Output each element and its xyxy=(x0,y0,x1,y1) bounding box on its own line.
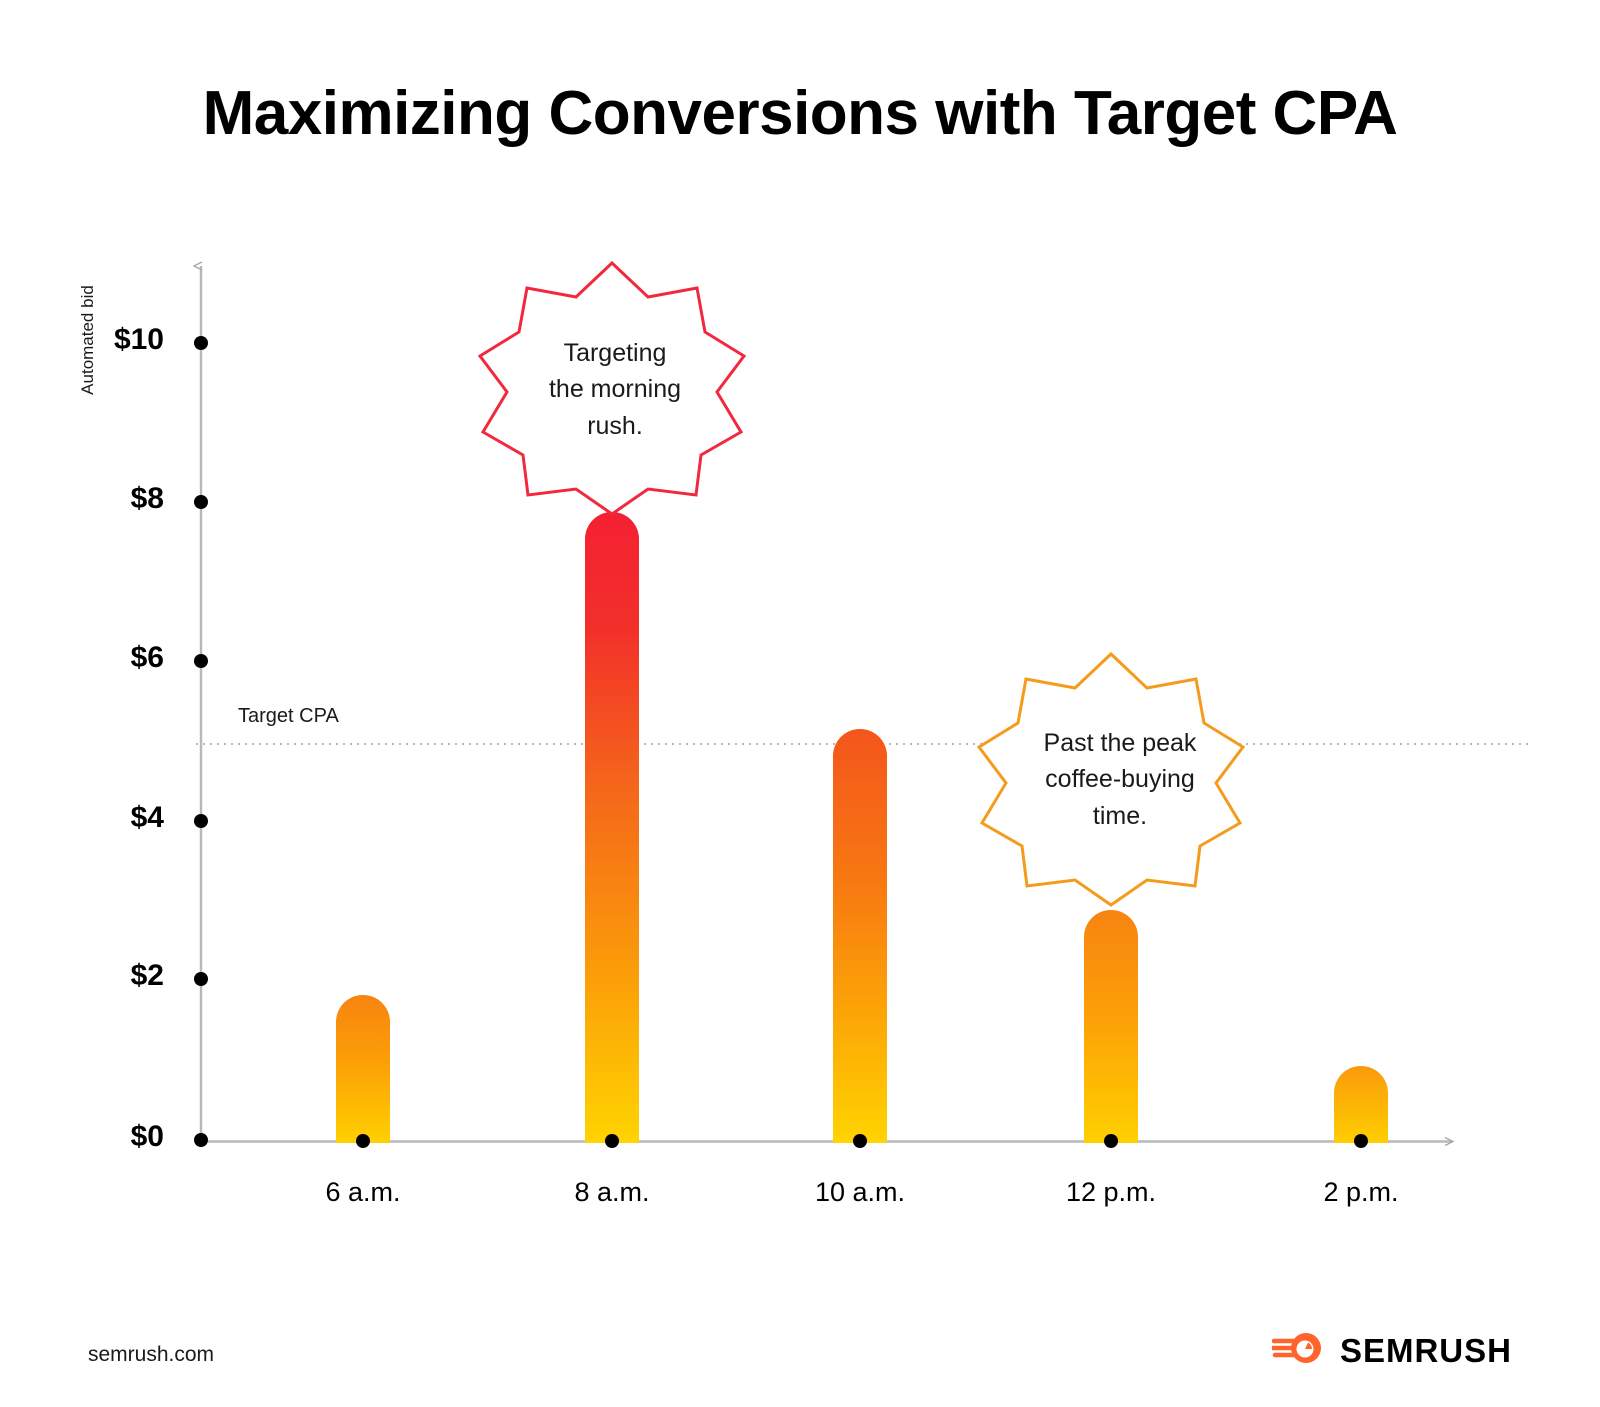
y-tick-marks xyxy=(194,336,208,1147)
y-tick-label-8: $8 xyxy=(130,482,164,515)
x-tick-marks xyxy=(356,1134,1368,1148)
bar-10am xyxy=(833,729,887,1143)
callout-line: Targeting xyxy=(563,339,667,367)
bars-group xyxy=(336,512,1388,1143)
y-tick-label-2: $2 xyxy=(130,959,164,992)
callout-line: rush. xyxy=(587,411,643,440)
bar-12pm xyxy=(1084,910,1138,1143)
bar-8am xyxy=(585,512,639,1143)
x-tick-label-2pm: 2 p.m. xyxy=(1323,1177,1399,1207)
callout-past-peak-text: Past the peak coffee-buying time. xyxy=(1000,725,1240,834)
callout-past-peak-shape xyxy=(976,651,1246,907)
y-tick-label-4: $4 xyxy=(130,801,164,834)
page-title: Maximizing Conversions with Target CPA xyxy=(202,79,1398,148)
y-tick-label-0: $0 xyxy=(130,1120,164,1153)
callout-line: time. xyxy=(1092,801,1148,830)
callout-line: the morning xyxy=(548,375,682,404)
bar-2pm xyxy=(1334,1066,1388,1143)
x-tick-label-12pm: 12 p.m. xyxy=(1065,1177,1157,1207)
callout-morning-rush-text: Targeting the morning rush. xyxy=(500,335,730,444)
y-tick-label-10: $10 xyxy=(113,323,164,356)
callout-line: coffee-buying xyxy=(1045,765,1195,794)
bar-6am xyxy=(336,995,390,1143)
x-tick-label-6am: 6 a.m. xyxy=(325,1177,401,1207)
x-tick-label-8am: 8 a.m. xyxy=(574,1177,650,1207)
footer-url: semrush.com xyxy=(88,1343,215,1366)
callout-morning-rush-shape xyxy=(477,260,747,516)
x-tick-label-10am: 10 a.m. xyxy=(814,1177,906,1207)
semrush-brand: SEMRUSH xyxy=(1269,1330,1512,1371)
y-tick-label-6: $6 xyxy=(130,641,164,674)
callout-line: Past the peak xyxy=(1043,729,1197,757)
semrush-wordmark: SEMRUSH xyxy=(1339,1331,1512,1369)
semrush-comet-icon xyxy=(1269,1330,1326,1371)
target-cpa-label: Target CPA xyxy=(238,705,339,727)
